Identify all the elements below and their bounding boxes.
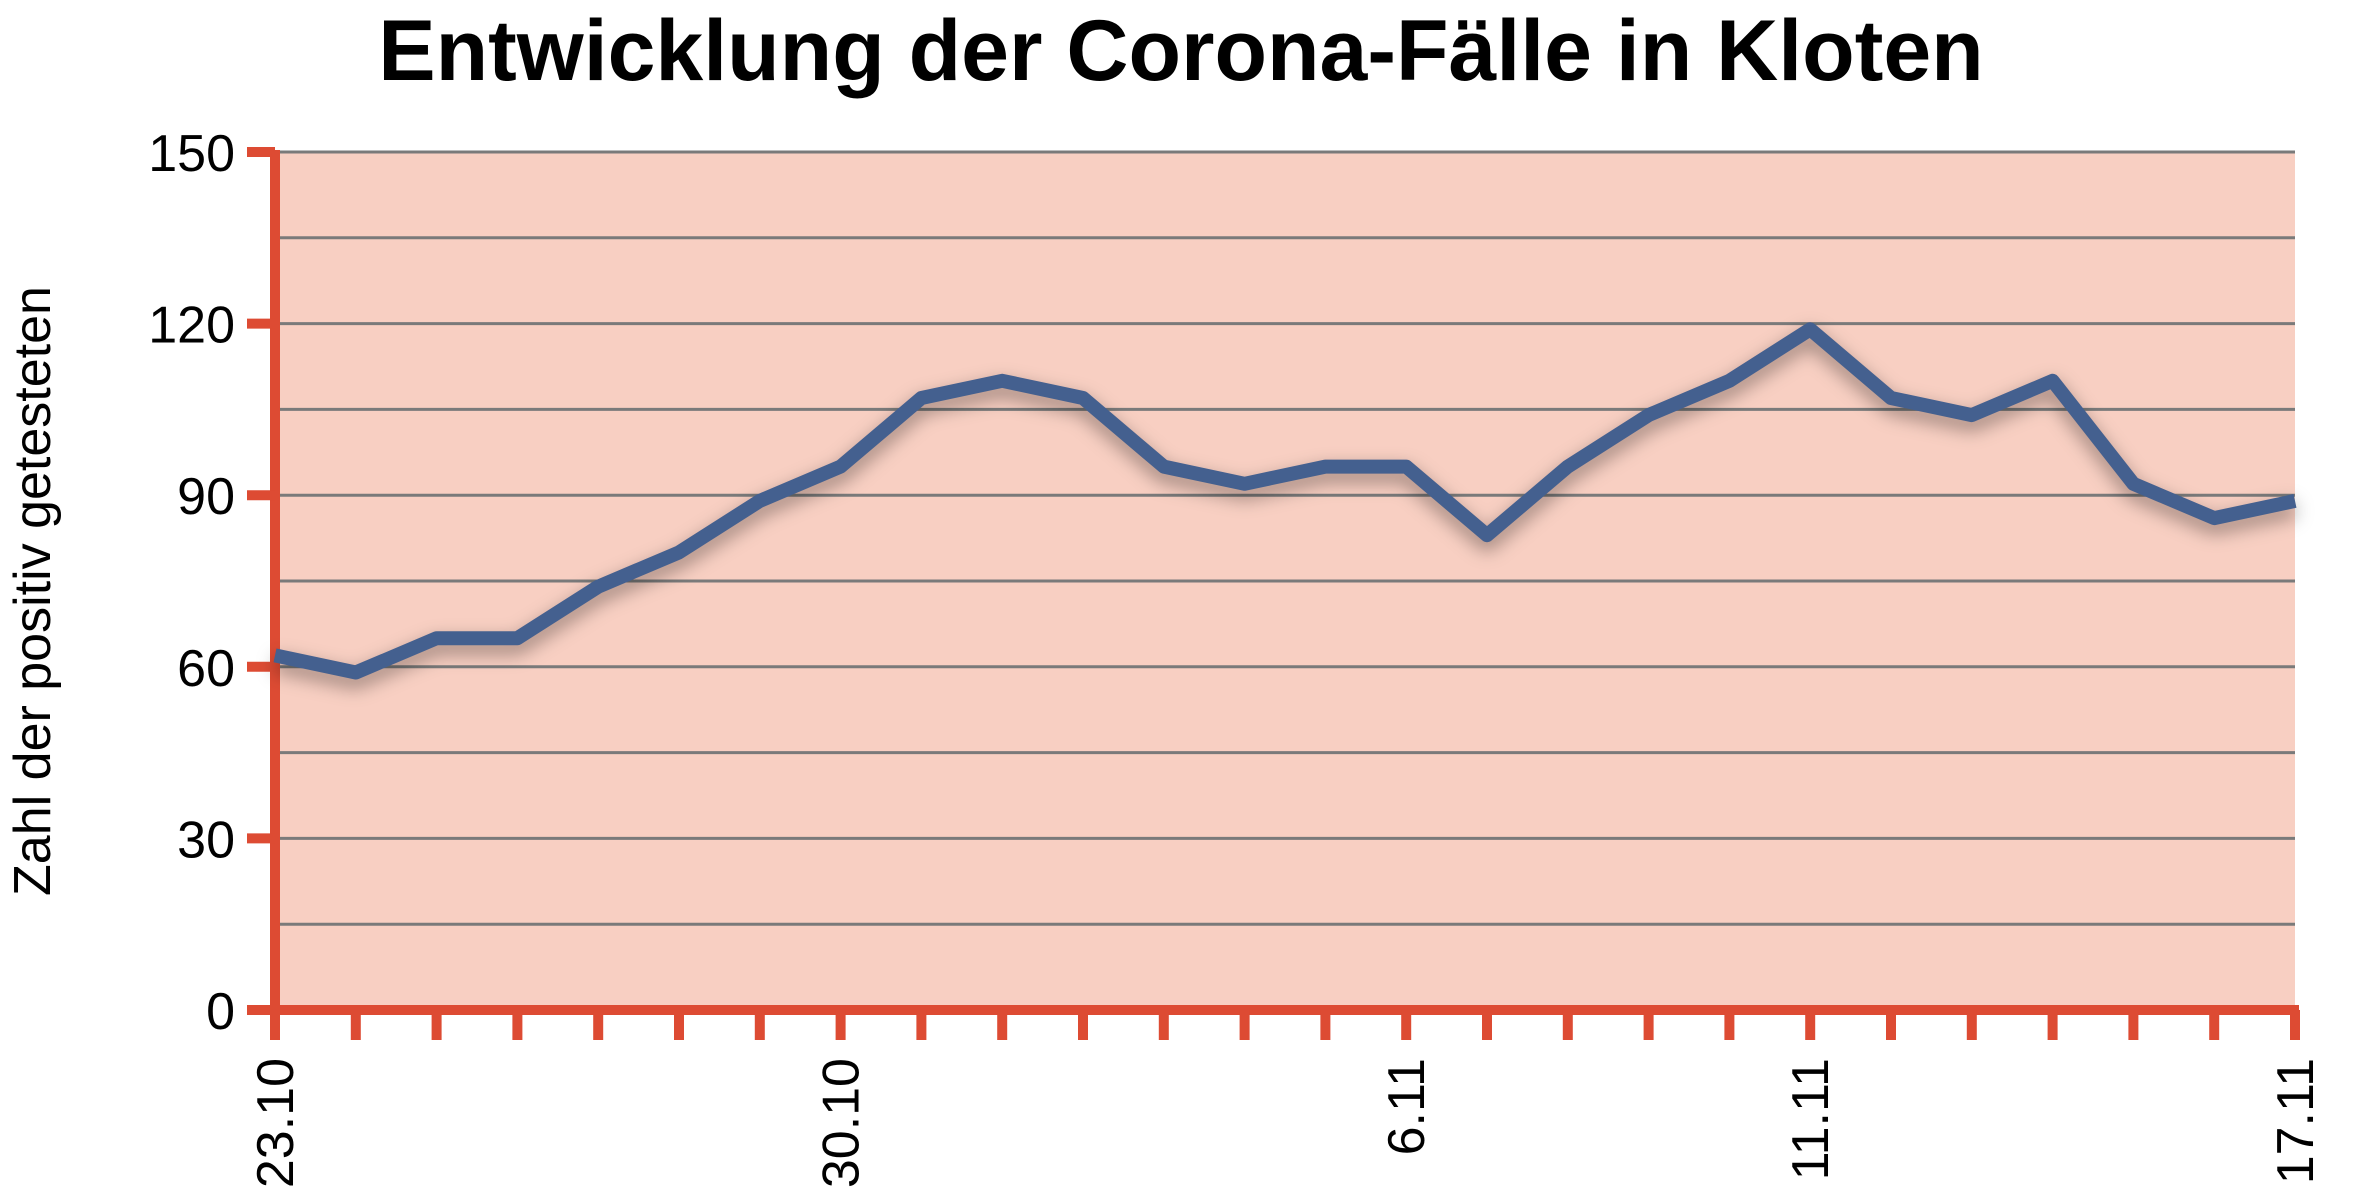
data-point bbox=[840, 466, 842, 468]
y-tick-label: 120 bbox=[148, 297, 235, 355]
data-point bbox=[597, 586, 599, 588]
x-axis-ticks: 23.10 30.10 6.11 11.11 17.11 bbox=[247, 1010, 2325, 1188]
series-layer bbox=[273, 322, 2297, 689]
data-point bbox=[1890, 397, 1892, 399]
y-tick-label: 30 bbox=[177, 811, 235, 869]
data-point bbox=[1809, 328, 1811, 330]
data-point bbox=[1001, 380, 1003, 382]
y-tick-label: 90 bbox=[177, 468, 235, 526]
data-point bbox=[920, 397, 922, 399]
data-point bbox=[516, 637, 518, 639]
data-point bbox=[274, 654, 276, 656]
x-tick-label: 6.11 bbox=[1378, 1058, 1436, 1155]
data-point bbox=[1324, 466, 1326, 468]
x-tick-label: 11.11 bbox=[1782, 1058, 1840, 1180]
data-point bbox=[2213, 517, 2215, 519]
data-point bbox=[2052, 380, 2054, 382]
y-axis-label: Zahl der positiv getesteten bbox=[4, 286, 62, 896]
y-tick-label: 150 bbox=[148, 125, 235, 183]
y-tick-label: 0 bbox=[206, 983, 235, 1041]
data-point bbox=[1486, 534, 1488, 536]
x-tick-label: 23.10 bbox=[247, 1058, 305, 1188]
data-point bbox=[1648, 414, 1650, 416]
axes bbox=[270, 150, 2299, 1015]
data-point bbox=[436, 637, 438, 639]
data-point bbox=[1971, 414, 1973, 416]
series-line bbox=[273, 322, 2297, 680]
data-point bbox=[355, 672, 357, 674]
data-point bbox=[1163, 466, 1165, 468]
data-point bbox=[1728, 380, 1730, 382]
data-point bbox=[759, 500, 761, 502]
data-point bbox=[1567, 466, 1569, 468]
chart-title: Entwicklung der Corona-Fälle in Kloten bbox=[378, 3, 1984, 99]
data-point bbox=[2132, 483, 2134, 485]
data-point bbox=[1082, 397, 1084, 399]
x-tick-label: 30.10 bbox=[813, 1058, 871, 1188]
data-point bbox=[2294, 500, 2296, 502]
series-line-shadow bbox=[273, 329, 2297, 689]
data-point bbox=[1244, 483, 1246, 485]
y-tick-label: 60 bbox=[177, 640, 235, 698]
data-point bbox=[1405, 466, 1407, 468]
data-point bbox=[678, 551, 680, 553]
x-tick-label: 17.11 bbox=[2267, 1058, 2325, 1184]
y-axis-ticks: 0 30 60 90 120 150 bbox=[148, 125, 275, 1041]
